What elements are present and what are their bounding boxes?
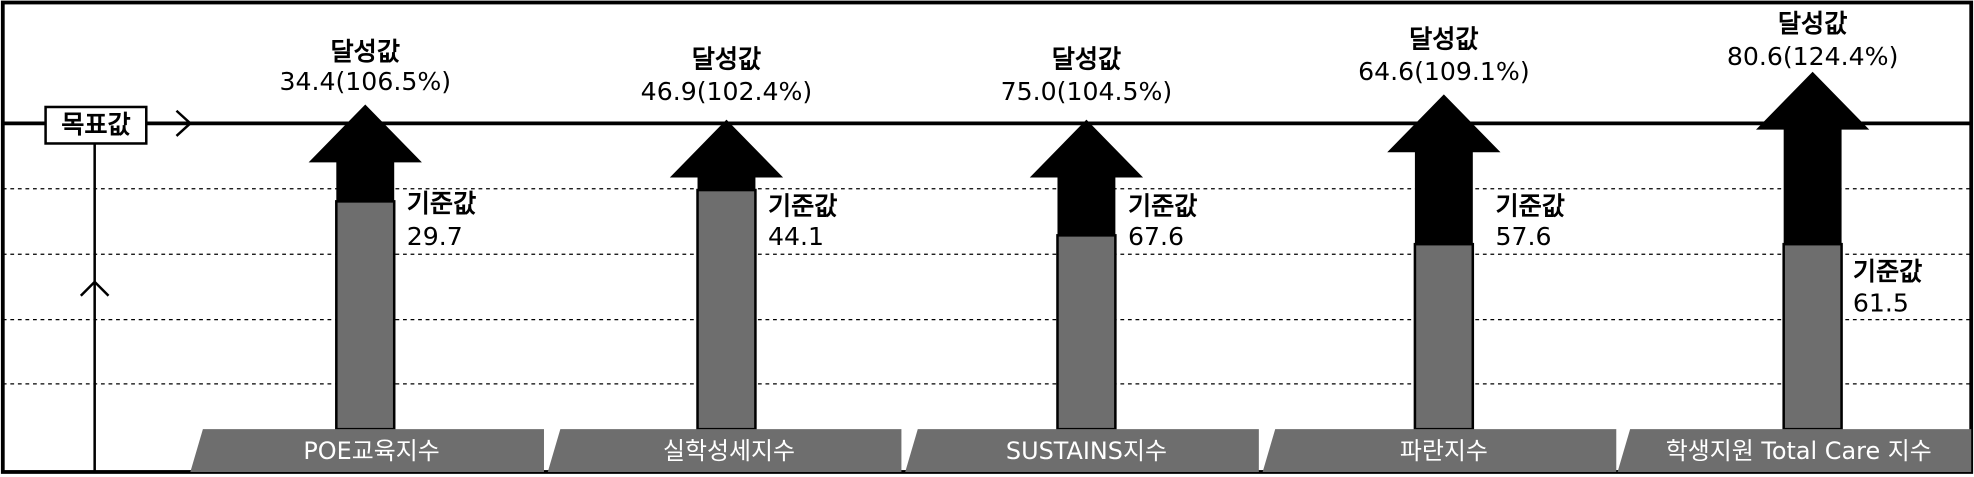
category-band	[1262, 429, 1617, 472]
achieved-value: 46.9(102.4%)	[641, 77, 813, 106]
baseline-value: 57.6	[1495, 222, 1551, 251]
achieved-value: 80.6(124.4%)	[1727, 42, 1899, 71]
baseline-bar	[335, 200, 396, 431]
arrow-shaft	[1755, 71, 1870, 245]
achieved-value: 75.0(104.5%)	[1001, 77, 1173, 106]
target-arrow	[175, 109, 193, 137]
achieved-label: 달성값	[692, 44, 761, 73]
achieved-value: 64.6(109.1%)	[1358, 57, 1530, 86]
baseline-label: 기준값	[1495, 192, 1564, 221]
achieved-value: 34.4(106.5%)	[279, 67, 451, 96]
arrow-shaft	[308, 104, 422, 202]
category-label: 실학성세지수	[663, 437, 795, 465]
category-label: 파란지수	[1400, 437, 1488, 465]
arrow-shaft	[1029, 119, 1144, 236]
category-label: 학생지원 Total Care 지수	[1666, 437, 1932, 465]
achieved-label: 달성값	[1052, 44, 1121, 73]
guide-lines	[2, 188, 1972, 385]
achieved-label: 달성값	[331, 37, 400, 66]
category-label: SUSTAINS지수	[1006, 437, 1167, 465]
baseline-bar	[1782, 242, 1843, 431]
baseline-label: 기준값	[407, 189, 476, 218]
baseline-bar	[1056, 234, 1117, 431]
baseline-value: 67.6	[1128, 222, 1184, 251]
category-band	[1617, 429, 1972, 472]
achieved-label: 달성값	[1409, 24, 1478, 53]
category-band	[905, 429, 1259, 472]
baseline-label: 기준값	[1128, 192, 1197, 221]
category-band	[547, 429, 902, 472]
baseline-bar	[696, 188, 757, 431]
achieved-label: 달성값	[1778, 9, 1847, 38]
arrow-shaft	[669, 119, 784, 191]
category-label: POE교육지수	[303, 437, 439, 465]
baseline-label: 기준값	[1853, 257, 1922, 286]
baseline-value: 44.1	[768, 222, 824, 251]
baseline-label: 기준값	[768, 192, 837, 221]
arrow-shaft	[1387, 94, 1501, 245]
baseline-value: 61.5	[1853, 289, 1909, 318]
target-label: 목표값	[61, 110, 130, 139]
axis-arrow	[79, 280, 110, 297]
baseline-bar	[1413, 242, 1475, 431]
target-box	[44, 105, 148, 145]
category-band	[190, 429, 544, 472]
baseline-value: 29.7	[407, 222, 463, 251]
